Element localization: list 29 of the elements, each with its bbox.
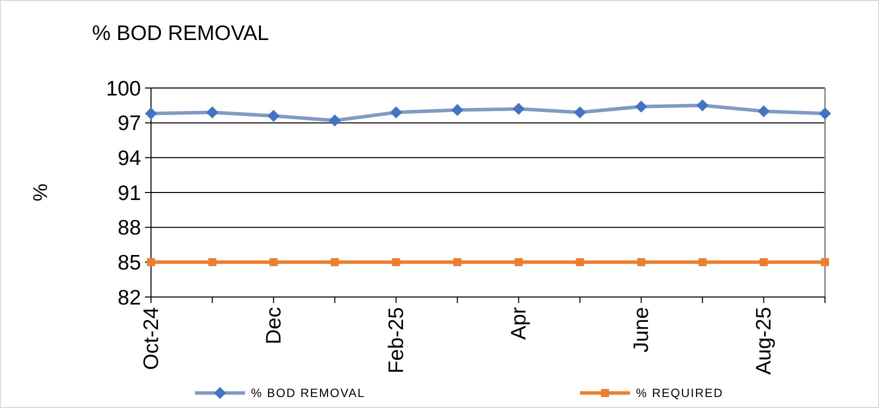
x-tick-label: June (630, 307, 654, 353)
point (270, 258, 278, 266)
x-tick-label: Oct-24 (140, 306, 163, 370)
y-tick-label: 82 (118, 286, 141, 310)
x-tick-label: Aug-25 (752, 307, 776, 375)
y-tick-label: 94 (118, 147, 142, 170)
legend-label: % BOD REMOVAL (251, 386, 366, 400)
point (453, 258, 462, 266)
point (208, 258, 216, 266)
point (698, 258, 706, 266)
point (514, 258, 523, 266)
point (330, 258, 339, 266)
point (821, 258, 829, 266)
y-axis-title: % (30, 183, 52, 202)
point (147, 258, 155, 266)
point (576, 258, 584, 266)
y-tick-label: 85 (118, 252, 141, 275)
y-tick-label: 100 (106, 77, 141, 100)
y-tick-label: 88 (118, 216, 141, 240)
y-tick-label: 97 (118, 112, 141, 136)
legend-label: % REQUIRED (636, 386, 724, 400)
point (392, 258, 400, 266)
x-tick-label: Apr (508, 307, 531, 340)
x-tick-label: Feb-25 (385, 307, 408, 374)
point (760, 258, 768, 266)
y-tick-label: 91 (118, 182, 141, 205)
chart-title: % BOD REMOVAL (92, 22, 269, 45)
x-tick-label: Dec (262, 307, 286, 344)
point (637, 258, 646, 266)
